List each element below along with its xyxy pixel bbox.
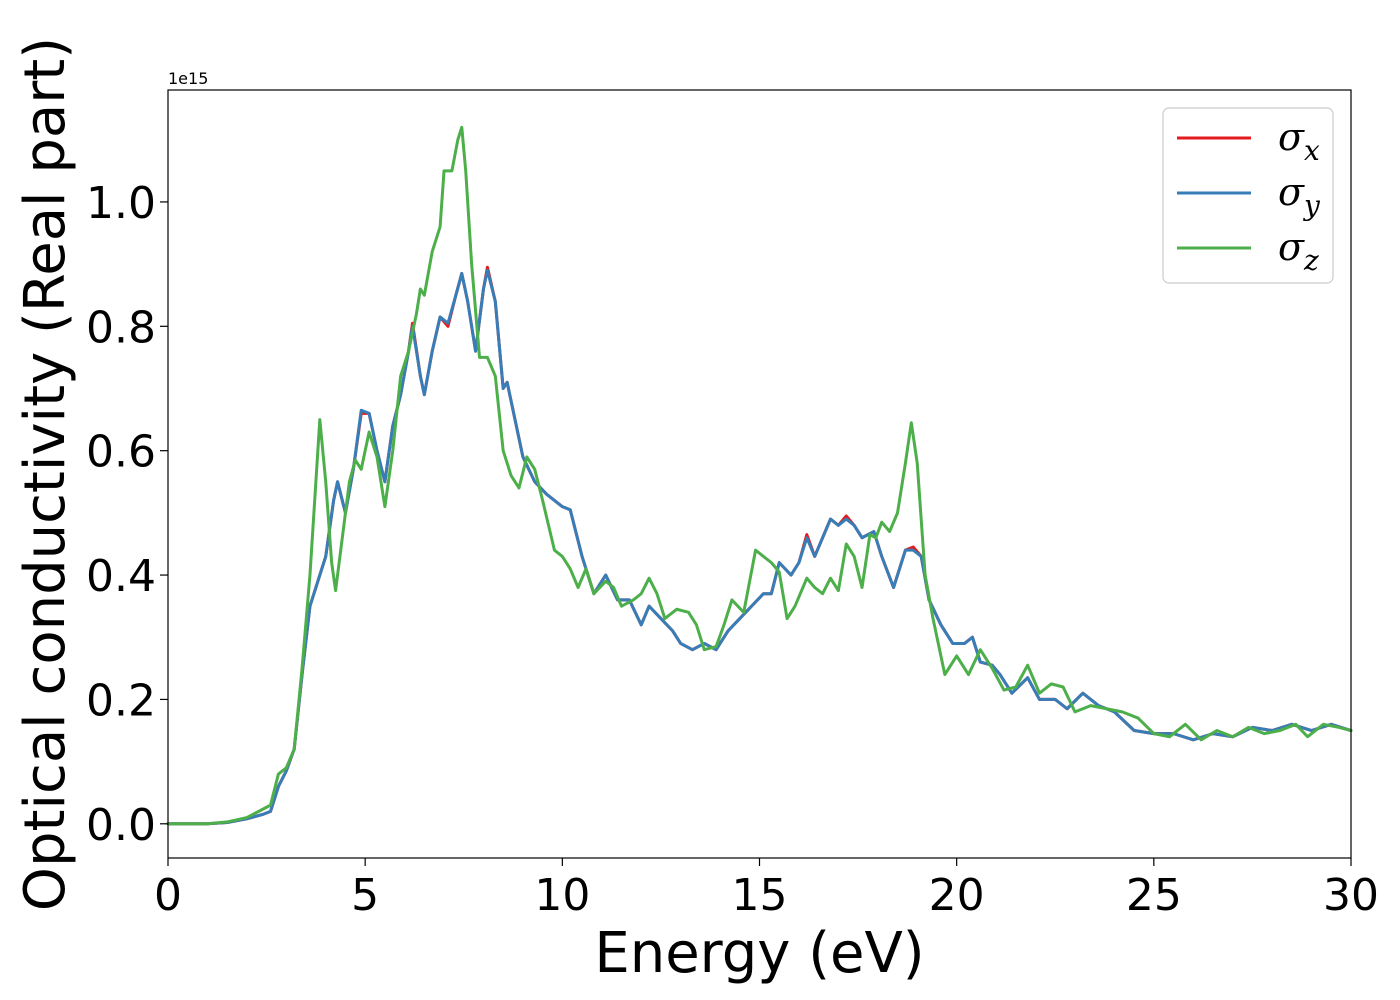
series-line-z — [166, 125, 1353, 826]
series-line-y — [166, 268, 1353, 826]
y-tick-label: 0.4 — [86, 551, 156, 602]
y-axis: 0.0 0.2 0.4 0.6 0.8 1.0 — [86, 178, 168, 851]
legend-label-x: σx — [1278, 115, 1320, 167]
x-tick-label: 25 — [1126, 870, 1182, 921]
x-tick-label: 30 — [1323, 870, 1379, 921]
x-tick-label: 0 — [154, 870, 182, 921]
y-tick-label: 0.2 — [86, 675, 156, 726]
legend-label-z: σz — [1278, 225, 1319, 277]
x-tick-label: 10 — [534, 870, 590, 921]
y-axis-offset-label: 1e15 — [168, 69, 208, 88]
y-tick-label: 0.6 — [86, 427, 156, 478]
x-tick-label: 5 — [351, 870, 379, 921]
y-tick-label: 0.0 — [86, 800, 156, 851]
y-tick-label: 0.8 — [86, 302, 156, 353]
y-tick-label: 1.0 — [86, 178, 156, 229]
series-layer — [166, 125, 1353, 826]
x-axis: 0 5 10 15 20 25 30 — [154, 858, 1379, 921]
legend-label-y: σy — [1278, 170, 1321, 222]
y-axis-label: Optical conductivity (Real part) — [13, 37, 78, 911]
x-axis-label: Energy (eV) — [594, 921, 924, 986]
x-tick-label: 15 — [732, 870, 788, 921]
legend-box — [1162, 107, 1334, 284]
x-tick-label: 20 — [929, 870, 985, 921]
